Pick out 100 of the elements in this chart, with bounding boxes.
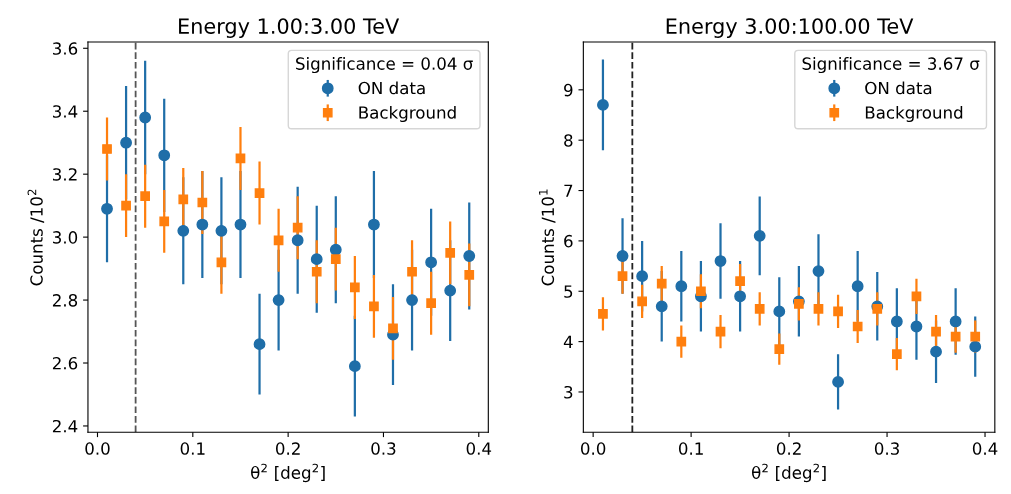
- point: [754, 304, 765, 314]
- point: [292, 222, 303, 233]
- y-tick-label: 5: [564, 285, 573, 298]
- point: [120, 136, 132, 149]
- point: [734, 290, 747, 303]
- point: [637, 296, 647, 307]
- y-tick-label: 3.0: [53, 231, 78, 244]
- legend-title: Significance = 3.67 σ: [802, 56, 980, 74]
- y-axis-title: Counts /10$^{2}$: [27, 189, 45, 286]
- y-tick-label: 3.6: [53, 42, 78, 55]
- point: [348, 360, 361, 373]
- point: [774, 344, 785, 355]
- point: [444, 284, 457, 297]
- point: [330, 254, 341, 265]
- y-tick-label: 2.4: [52, 419, 78, 433]
- point: [310, 253, 323, 266]
- point: [910, 320, 923, 333]
- y-tick-label: 6: [564, 234, 573, 248]
- point: [735, 276, 745, 287]
- x-tick-label: 0.2: [776, 442, 801, 455]
- point: [852, 321, 863, 332]
- chart-title: Energy 3.00:100.00 TeV: [666, 18, 914, 38]
- point: [140, 191, 151, 202]
- point: [388, 323, 398, 334]
- point: [407, 266, 417, 277]
- point: [617, 271, 628, 282]
- point: [833, 306, 843, 317]
- point: [930, 345, 942, 358]
- point: [773, 305, 786, 318]
- point: [676, 336, 687, 347]
- point: [832, 375, 844, 388]
- legend-title: Significance = 0.04 σ: [296, 56, 473, 74]
- point: [655, 300, 668, 313]
- y-axis-title: Counts /10$^{1}$: [539, 189, 556, 286]
- point: [159, 216, 170, 227]
- x-tick-label: 0.3: [371, 442, 396, 455]
- x-tick-label: 0.0: [85, 442, 110, 455]
- y-tick-label: 3.2: [53, 168, 77, 181]
- point: [102, 144, 112, 154]
- legend-label: Background: [359, 105, 456, 123]
- point: [426, 298, 436, 309]
- point: [696, 286, 706, 297]
- y-tick-label: 8: [564, 134, 573, 147]
- legend-label: Background: [865, 105, 963, 123]
- point: [598, 309, 608, 319]
- point: [890, 315, 903, 328]
- point: [406, 294, 418, 306]
- point: [931, 326, 941, 337]
- point: [714, 255, 727, 267]
- x-axis-title: θ$^{2}$ [deg$^{2}$]: [752, 463, 826, 483]
- point: [616, 250, 629, 262]
- point: [216, 257, 227, 268]
- x-axis-title: θ$^{2}$ [deg$^{2}$]: [251, 463, 325, 483]
- point: [445, 247, 456, 258]
- point: [178, 194, 189, 205]
- point: [675, 280, 688, 293]
- point: [597, 99, 609, 111]
- point: [272, 294, 285, 306]
- point: [949, 315, 962, 328]
- y-tick-label: 4: [563, 335, 573, 348]
- x-tick-label: 0.4: [972, 442, 998, 455]
- point: [196, 218, 209, 231]
- y-tick-label: 7: [564, 184, 573, 197]
- point: [425, 256, 438, 269]
- point: [970, 331, 981, 342]
- point: [463, 250, 476, 262]
- point: [872, 304, 883, 314]
- y-tick-label: 9: [564, 83, 573, 97]
- x-tick-label: 0.4: [466, 442, 492, 455]
- point: [911, 291, 922, 302]
- point: [158, 149, 171, 162]
- point: [464, 270, 475, 280]
- point: [329, 243, 342, 256]
- point: [656, 278, 667, 289]
- point: [253, 338, 266, 351]
- point: [812, 265, 825, 278]
- point: [368, 218, 380, 231]
- x-tick-label: 0.3: [874, 442, 899, 455]
- point: [969, 340, 982, 353]
- y-tick-label: 3: [564, 385, 573, 399]
- y-tick-label: 3.4: [53, 105, 78, 118]
- point: [753, 229, 766, 242]
- y-tick-label: 2.6: [52, 356, 78, 370]
- point: [139, 111, 152, 124]
- point: [369, 301, 379, 312]
- point: [349, 282, 360, 293]
- y-tick-label: 2.8: [52, 294, 78, 307]
- x-tick-label: 0.0: [580, 442, 606, 455]
- point: [891, 349, 902, 360]
- legend-label: ON data: [358, 81, 425, 95]
- point: [234, 218, 247, 231]
- point: [177, 224, 190, 237]
- x-tick-label: 0.2: [275, 442, 300, 455]
- chart-title: Energy 1.00:3.00 TeV: [179, 18, 400, 38]
- legend-label: ON data: [865, 81, 932, 95]
- point: [254, 188, 265, 198]
- point: [291, 234, 304, 247]
- point: [813, 304, 824, 314]
- point: [273, 235, 284, 246]
- point: [121, 200, 131, 211]
